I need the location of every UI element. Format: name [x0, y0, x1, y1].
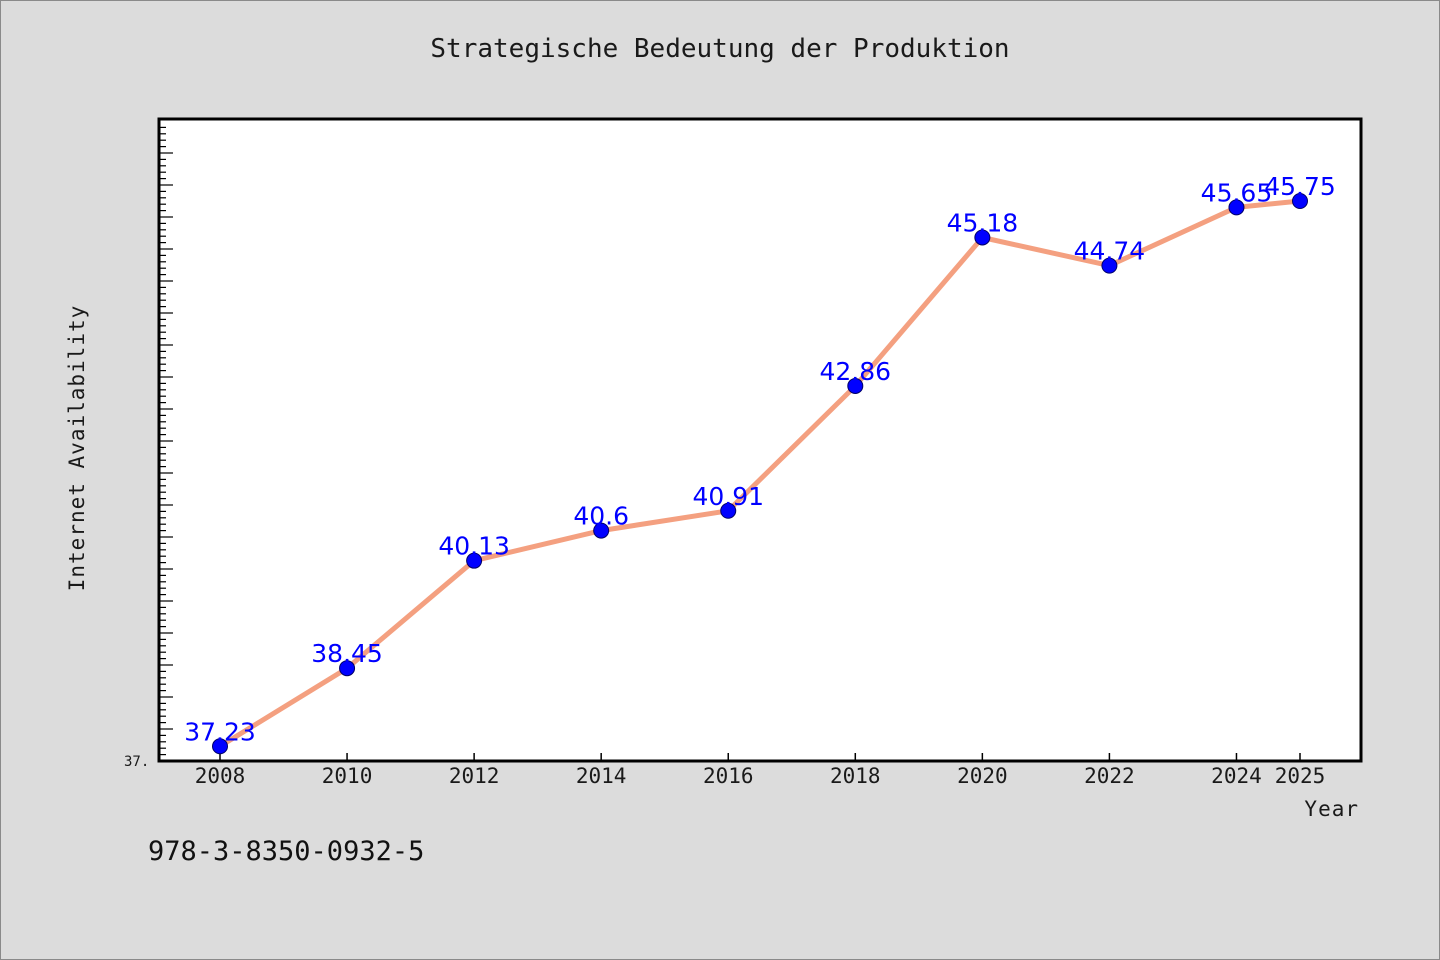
data-label: 42.86 — [820, 357, 892, 386]
data-point — [1228, 199, 1245, 216]
x-tick-label: 2025 — [1275, 764, 1326, 788]
x-tick-label: 2008 — [195, 764, 246, 788]
series-line — [217, 198, 1303, 749]
data-point — [847, 377, 864, 394]
x-tick-label: 2018 — [830, 764, 881, 788]
x-axis-title: Year — [1304, 797, 1359, 821]
data-label: 44.74 — [1074, 237, 1146, 266]
x-tick-label: 2016 — [703, 764, 754, 788]
x-axis-tick-labels: 2008 2010 2012 2014 2016 2018 2020 2022 2024 2025 — [195, 764, 1326, 788]
x-tick-label: 2020 — [957, 764, 1008, 788]
data-label: 45.65 — [1201, 178, 1273, 207]
data-markers — [212, 193, 1308, 755]
x-tick-label: 2012 — [449, 764, 500, 788]
data-label: 37.23 — [184, 717, 256, 746]
x-tick-label: 2014 — [576, 764, 627, 788]
data-label: 40.91 — [692, 482, 764, 511]
isbn-label: 978-3-8350-0932-5 — [148, 836, 425, 867]
data-label: 45.18 — [947, 208, 1019, 237]
data-label: 40.6 — [573, 502, 629, 531]
y-axis-min-label: 37. — [124, 754, 149, 770]
data-point — [339, 660, 356, 677]
x-axis-ticks — [219, 753, 1301, 761]
data-point — [212, 738, 228, 755]
data-point — [720, 502, 737, 519]
data-label: 45.75 — [1264, 172, 1336, 201]
y-axis-ticks — [159, 126, 173, 762]
plot-area — [157, 117, 1363, 763]
y-axis-title: Internet Availability — [65, 305, 89, 592]
data-label: 40.13 — [438, 532, 510, 561]
data-label: 38.45 — [311, 639, 383, 668]
data-labels: 37.23 38.45 40.13 40.6 40.91 42.86 45.18 44.74 4… — [184, 172, 1336, 746]
x-tick-label: 2024 — [1211, 764, 1262, 788]
data-point — [466, 552, 483, 569]
x-tick-label: 2010 — [322, 764, 373, 788]
chart-title: Strategische Bedeutung der Produktion — [430, 34, 1010, 64]
data-point — [593, 522, 610, 539]
data-point — [1101, 257, 1118, 274]
data-point — [974, 229, 991, 246]
x-tick-label: 2022 — [1084, 764, 1135, 788]
data-point — [1292, 193, 1308, 209]
